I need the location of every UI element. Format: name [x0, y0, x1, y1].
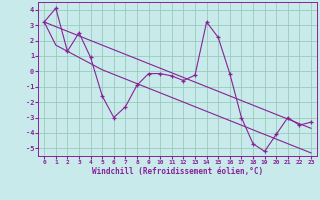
- X-axis label: Windchill (Refroidissement éolien,°C): Windchill (Refroidissement éolien,°C): [92, 167, 263, 176]
